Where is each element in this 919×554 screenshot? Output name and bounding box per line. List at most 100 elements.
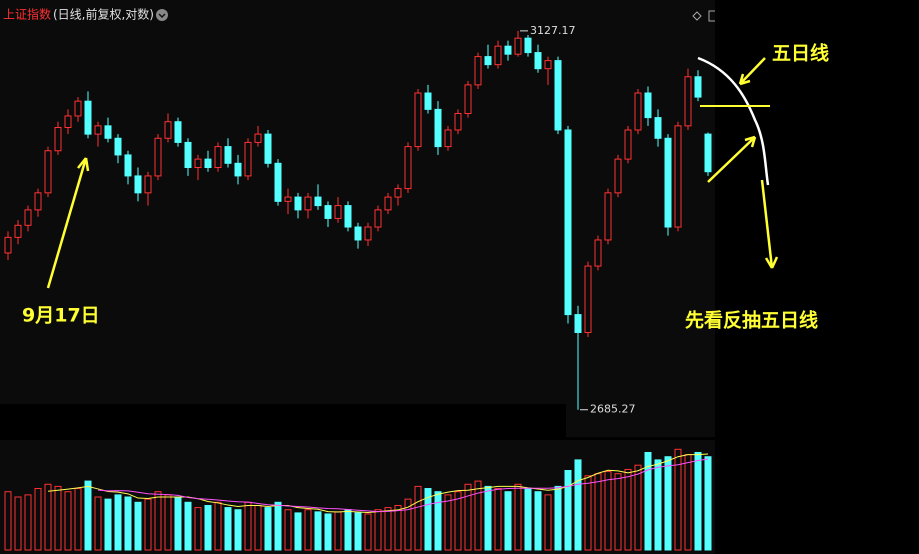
volume-bar xyxy=(424,488,432,551)
candle-body xyxy=(524,37,532,54)
volume-ma xyxy=(97,458,709,513)
volume-bar xyxy=(514,483,522,551)
candle-body xyxy=(494,45,502,66)
volume-bar xyxy=(44,483,52,551)
candle-body xyxy=(474,56,482,86)
volume-bar xyxy=(394,504,402,551)
candle-body xyxy=(394,188,402,198)
candle-body xyxy=(64,115,72,129)
candle-body xyxy=(294,196,302,211)
candle-body xyxy=(364,226,372,241)
candle-body xyxy=(404,146,412,190)
icon-diamond[interactable] xyxy=(692,11,702,21)
volume-bar xyxy=(294,512,302,551)
volume-bar xyxy=(214,501,222,551)
candle-body xyxy=(574,314,582,333)
candle-body xyxy=(544,60,552,70)
candle-body xyxy=(694,76,702,98)
arrow xyxy=(707,136,756,183)
candle-body xyxy=(104,125,112,139)
volume-bar xyxy=(434,491,442,551)
arrow-head xyxy=(764,256,779,269)
volume-bar xyxy=(494,488,502,551)
candle-body xyxy=(664,137,672,228)
volume-bar xyxy=(4,491,12,551)
candle-body xyxy=(584,265,592,333)
volume-bar xyxy=(534,491,542,551)
annotation: 9月17日 xyxy=(22,305,100,327)
candle-body xyxy=(374,209,382,228)
candle-body xyxy=(204,158,212,169)
volume-bar xyxy=(344,509,352,551)
volume-bar xyxy=(604,471,612,551)
dropdown-arrow xyxy=(158,13,166,19)
volume-bar xyxy=(674,448,682,551)
candle-body xyxy=(244,141,252,177)
volume-bar xyxy=(504,491,512,551)
candle-body xyxy=(344,205,352,228)
candle-body xyxy=(504,45,512,55)
candle-body xyxy=(144,175,152,194)
candle-body xyxy=(254,133,262,143)
candle-body xyxy=(554,60,562,131)
candle-body xyxy=(194,158,202,169)
candle-body xyxy=(274,162,282,202)
candle-body xyxy=(644,92,652,119)
volume-bar xyxy=(664,456,672,551)
candle-body xyxy=(444,129,452,148)
candle-body xyxy=(264,133,272,164)
volume-bar xyxy=(464,483,472,551)
volume-bar xyxy=(94,496,102,551)
volume-bar xyxy=(454,491,462,551)
price-panel xyxy=(0,0,715,404)
volume-bar xyxy=(594,473,602,551)
volume-bar xyxy=(104,498,112,551)
candle-body xyxy=(614,158,622,194)
volume-bar xyxy=(624,468,632,551)
volume-bar xyxy=(404,498,412,551)
candle-body xyxy=(354,226,362,241)
dropdown-icon[interactable] xyxy=(156,9,168,21)
volume-bar xyxy=(304,509,312,551)
volume-bar xyxy=(644,451,652,551)
arrow xyxy=(760,179,774,269)
volume-bar xyxy=(144,498,152,551)
annotation: 五日线 xyxy=(772,42,829,65)
volume-bar xyxy=(544,494,552,551)
candle-body xyxy=(74,100,82,117)
volume-bar xyxy=(374,509,382,551)
volume-bar xyxy=(474,480,482,551)
candle-body xyxy=(654,117,662,139)
volume-bar xyxy=(634,464,642,551)
candle-body xyxy=(414,92,422,148)
volume-bar xyxy=(244,501,252,551)
icon-square[interactable] xyxy=(708,10,715,22)
candle-body xyxy=(594,239,602,267)
candle-body xyxy=(34,192,42,211)
candle-body xyxy=(284,196,292,202)
volume-bar xyxy=(194,507,202,551)
volume-bar xyxy=(264,507,272,551)
candle-body xyxy=(94,125,102,135)
volume-bar xyxy=(684,454,692,551)
candle-body xyxy=(484,56,492,66)
chart-subtitle: (日线,前复权,对数) xyxy=(53,7,154,22)
arrow xyxy=(739,57,766,85)
candle-body xyxy=(454,112,462,131)
high-label: 3127.17 xyxy=(530,24,576,37)
volume-bar xyxy=(384,507,392,551)
volume-bar xyxy=(134,501,142,551)
volume-bar xyxy=(124,496,132,551)
candle-body xyxy=(334,205,342,219)
candle-body xyxy=(634,92,642,131)
volume-bar xyxy=(364,513,372,551)
hand-curve xyxy=(697,56,770,186)
volume-bar xyxy=(654,459,662,551)
candle-body xyxy=(214,146,222,169)
candle-body xyxy=(624,129,632,160)
volume-bar xyxy=(114,494,122,551)
candle-body xyxy=(154,137,162,177)
volume-bar xyxy=(484,485,492,551)
candle-body xyxy=(114,137,122,156)
candle-body xyxy=(224,146,232,164)
